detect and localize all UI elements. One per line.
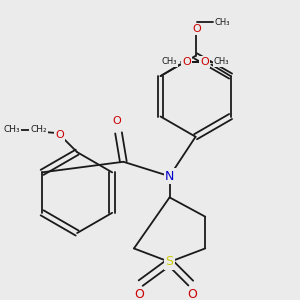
- Text: CH₃: CH₃: [215, 18, 230, 27]
- Text: O: O: [188, 288, 198, 300]
- Text: CH₃: CH₃: [214, 57, 229, 66]
- Text: CH₂: CH₂: [30, 125, 47, 134]
- Text: N: N: [165, 170, 174, 183]
- Text: O: O: [200, 57, 209, 67]
- Text: CH₃: CH₃: [161, 57, 177, 66]
- Text: O: O: [134, 288, 144, 300]
- Text: CH₃: CH₃: [3, 125, 20, 134]
- Text: S: S: [166, 255, 174, 268]
- Text: O: O: [192, 24, 201, 34]
- Text: O: O: [56, 130, 64, 140]
- Text: O: O: [112, 116, 121, 126]
- Text: O: O: [182, 57, 191, 67]
